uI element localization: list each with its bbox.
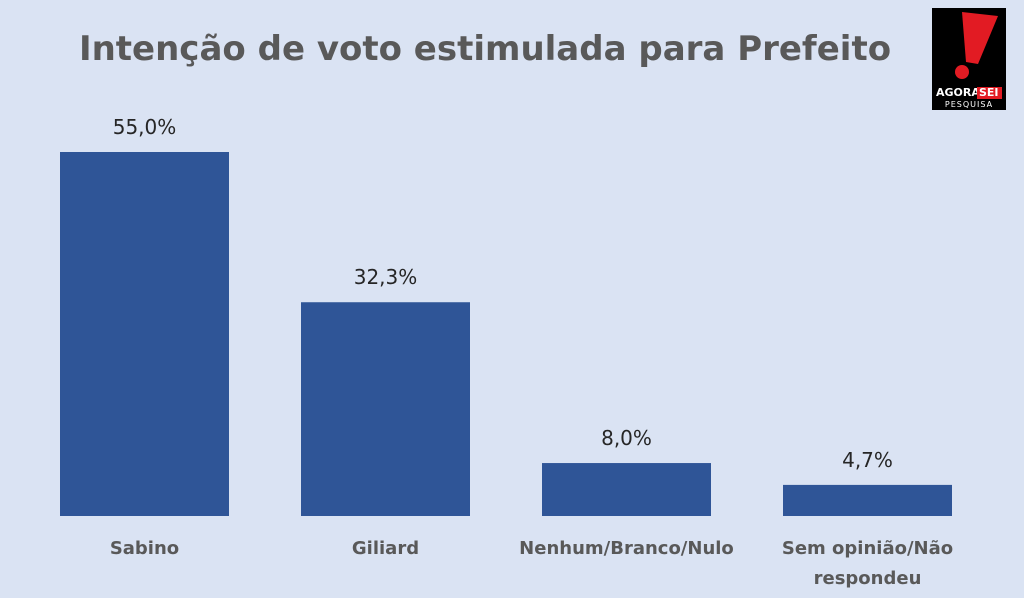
bar <box>783 484 952 516</box>
x-tick-label: Nenhum/Branco/Nulo <box>519 538 734 559</box>
x-tick-label: Giliard <box>351 538 420 559</box>
x-tick-label: Sabino <box>109 538 180 559</box>
logo: AGORA SEI PESQUISA <box>932 8 1006 110</box>
bar <box>542 463 711 516</box>
value-label: 8,0% <box>601 426 652 450</box>
logo-highlight-box <box>977 87 1002 99</box>
logo-subtitle: PESQUISA <box>945 100 993 109</box>
logo-text: AGORA <box>936 86 980 99</box>
logo-dot <box>955 65 969 79</box>
value-label: 4,7% <box>842 448 893 472</box>
logo-mark <box>962 12 998 64</box>
value-label: 32,3% <box>354 265 418 289</box>
chart-title: Intenção de voto estimulada para Prefeit… <box>79 29 891 69</box>
x-tick-label: Sem opinião/Não respondeu <box>781 538 954 589</box>
bar <box>301 302 470 516</box>
value-label: 55,0% <box>113 115 177 139</box>
logo-highlight: SEI <box>979 86 999 99</box>
bar <box>60 152 229 516</box>
